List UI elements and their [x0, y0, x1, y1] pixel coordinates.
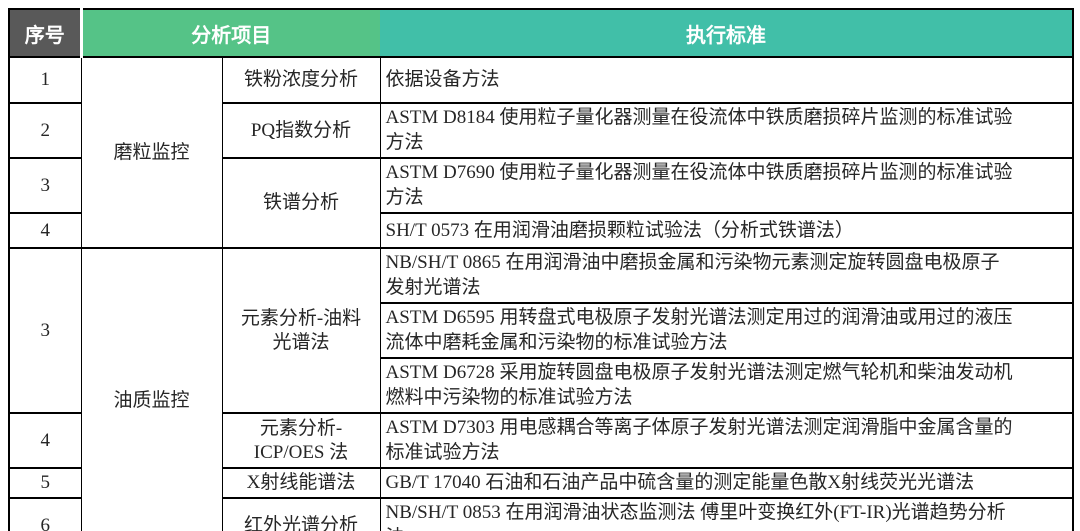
standard-cell: SH/T 0573 在用润滑油磨损颗粒试验法（分析式铁谱法） — [379, 212, 1074, 249]
standard-cell: NB/SH/T 0865 在用润滑油中磨损金属和污染物元素测定旋转圆盘电极原子 … — [379, 247, 1074, 304]
serial-cell: 6 — [8, 497, 82, 531]
standard-cell: 依据设备方法 — [379, 56, 1074, 104]
table-row: 4 元素分析- ICP/OES 法 ASTM D7303 用电感耦合等离子体原子… — [8, 412, 1074, 469]
standard-cell: ASTM D7303 用电感耦合等离子体原子发射光谱法测定润滑脂中金属含量的 标… — [379, 412, 1074, 469]
method-cell: 元素分析-油料 光谱法 — [221, 247, 381, 414]
group-cell-oil-quality-monitoring: 油质监控 — [80, 247, 223, 531]
group-cell-wear-particle-monitoring: 磨粒监控 — [80, 56, 223, 249]
table-row: 4 SH/T 0573 在用润滑油磨损颗粒试验法（分析式铁谱法） — [8, 212, 1074, 249]
serial-cell: 3 — [8, 247, 82, 414]
method-cell: 元素分析- ICP/OES 法 — [221, 412, 381, 469]
serial-cell: 4 — [8, 412, 82, 469]
serial-cell: 2 — [8, 102, 82, 159]
standard-cell: ASTM D8184 使用粒子量化器测量在役流体中铁质磨损碎片监测的标准试验 方… — [379, 102, 1074, 159]
serial-cell: 3 — [8, 157, 82, 214]
serial-cell: 4 — [8, 212, 82, 249]
method-cell: X射线能谱法 — [221, 467, 381, 499]
method-cell: 铁粉浓度分析 — [221, 56, 381, 104]
table-row: 2 PQ指数分析 ASTM D8184 使用粒子量化器测量在役流体中铁质磨损碎片… — [8, 102, 1074, 159]
serial-cell: 5 — [8, 467, 82, 499]
table-header-row: 序号 分析项目 执行标准 — [8, 8, 1074, 58]
standard-cell: ASTM D6728 采用旋转圆盘电极原子发射光谱法测定燃气轮机和柴油发动机 燃… — [379, 357, 1074, 414]
standard-cell: ASTM D7690 使用粒子量化器测量在役流体中铁质磨损碎片监测的标准试验 方… — [379, 157, 1074, 214]
table-row: 1 磨粒监控 铁粉浓度分析 依据设备方法 — [8, 56, 1074, 249]
header-cell-serial: 序号 — [8, 8, 83, 58]
serial-cell: 1 — [8, 56, 82, 104]
method-cell: PQ指数分析 — [221, 102, 381, 159]
table-row: 3 铁谱分析 ASTM D7690 使用粒子量化器测量在役流体中铁质磨损碎片监测… — [8, 157, 1074, 249]
standard-cell: NB/SH/T 0853 在用润滑油状态监测法 傅里叶变换红外(FT-IR)光谱… — [379, 497, 1074, 531]
table-row: 3 油质监控 元素分析-油料 光谱法 NB/SH/T 0865 在用润滑油中磨损… — [8, 247, 1074, 531]
table-row: 5 X射线能谱法 GB/T 17040 石油和石油产品中硫含量的测定能量色散X射… — [8, 467, 1074, 499]
header-cell-standard: 执行标准 — [380, 8, 1074, 58]
analysis-standards-table: 序号 分析项目 执行标准 1 磨粒监控 铁粉浓度分析 依据设备方法 2 PQ指数… — [8, 8, 1074, 531]
method-cell: 红外光谱分析 — [221, 497, 381, 531]
table-row: ASTM D6595 用转盘式电极原子发射光谱法测定用过的润滑油或用过的液压 流… — [9, 302, 1074, 359]
table-row: 6 红外光谱分析 NB/SH/T 0853 在用润滑油状态监测法 傅里叶变换红外… — [8, 497, 1074, 531]
standard-cell: GB/T 17040 石油和石油产品中硫含量的测定能量色散X射线荧光光谱法 — [379, 467, 1074, 499]
table-row: ASTM D6728 采用旋转圆盘电极原子发射光谱法测定燃气轮机和柴油发动机 燃… — [9, 357, 1074, 414]
header-cell-analysis-item: 分析项目 — [81, 8, 380, 58]
standard-cell: ASTM D6595 用转盘式电极原子发射光谱法测定用过的润滑油或用过的液压 流… — [379, 302, 1074, 359]
method-cell: 铁谱分析 — [221, 157, 381, 249]
